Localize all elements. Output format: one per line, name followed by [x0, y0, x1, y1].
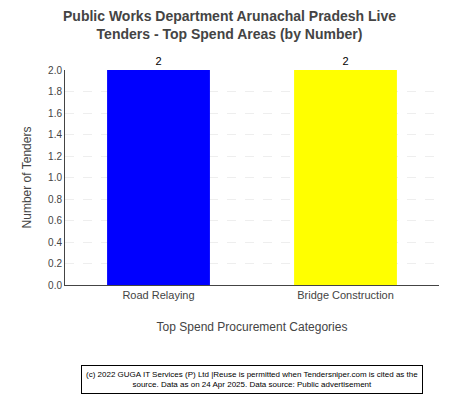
svg-text:1.6: 1.6 — [48, 108, 62, 119]
svg-text:Public Works Department Arunac: Public Works Department Arunachal Prades… — [63, 8, 396, 42]
svg-text:Number of Tenders: Number of Tenders — [20, 127, 34, 229]
svg-text:0.8: 0.8 — [48, 194, 62, 205]
svg-text:1.4: 1.4 — [48, 129, 62, 140]
svg-text:0.6: 0.6 — [48, 215, 62, 226]
svg-text:1.2: 1.2 — [48, 151, 62, 162]
svg-text:1.0: 1.0 — [48, 172, 62, 183]
svg-text:Bridge Construction: Bridge Construction — [297, 289, 394, 301]
svg-text:0.0: 0.0 — [48, 280, 62, 291]
svg-text:0.2: 0.2 — [48, 258, 62, 269]
svg-text:2.0: 2.0 — [48, 65, 62, 76]
svg-text:(c) 2022 GUGA IT Services (P): (c) 2022 GUGA IT Services (P) Ltd |Reuse… — [86, 370, 418, 389]
svg-text:1.8: 1.8 — [48, 86, 62, 97]
svg-text:2: 2 — [155, 55, 161, 67]
svg-text:Top Spend Procurement Categori: Top Spend Procurement Categories — [157, 320, 348, 334]
svg-text:0.4: 0.4 — [48, 237, 62, 248]
svg-text:Road Relaying: Road Relaying — [122, 289, 194, 301]
svg-text:2: 2 — [342, 55, 348, 67]
